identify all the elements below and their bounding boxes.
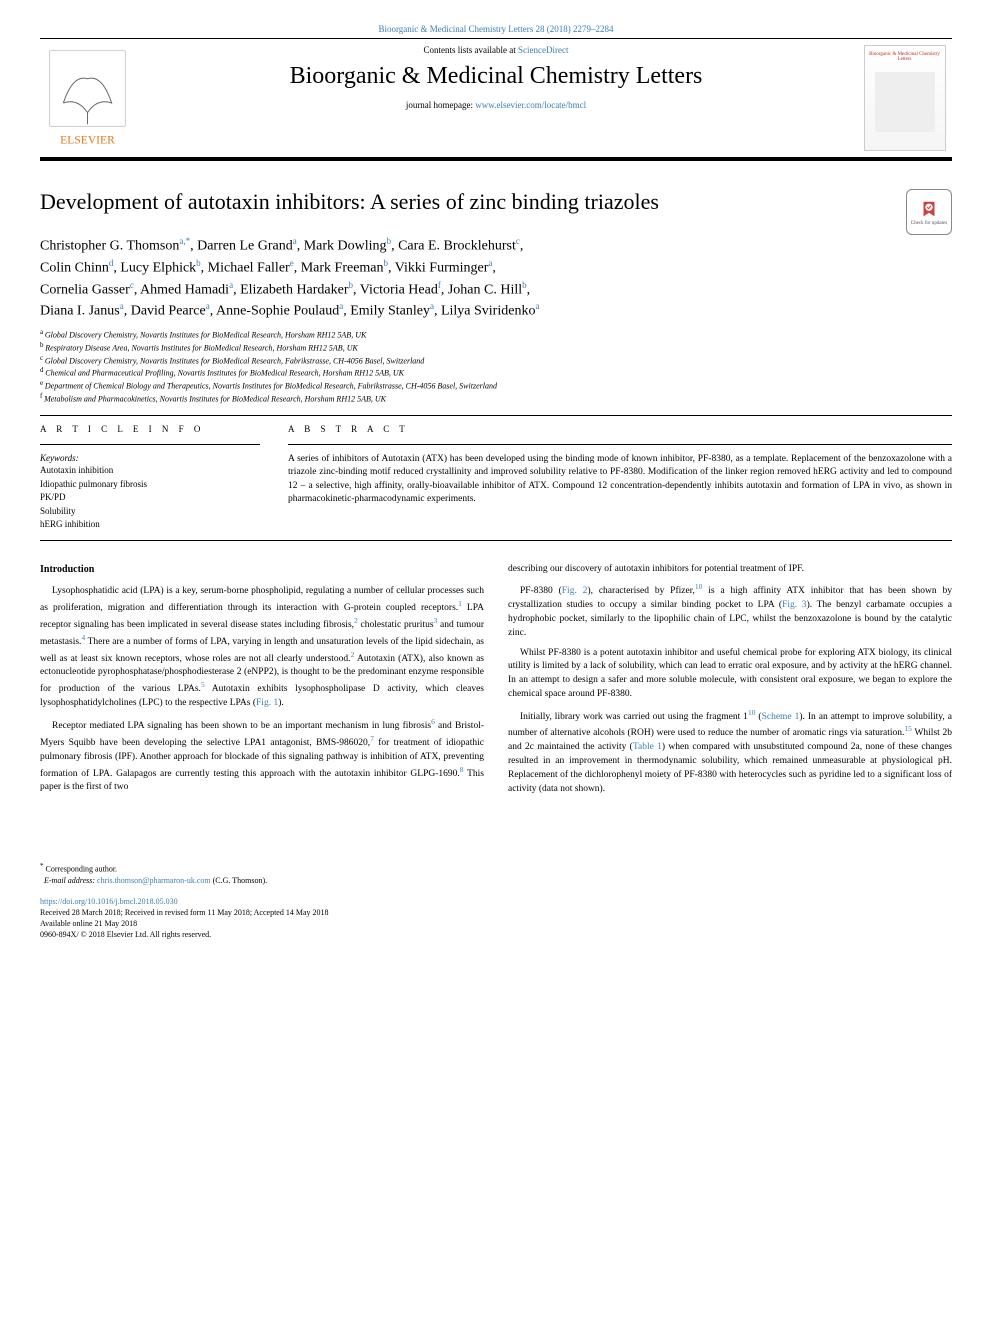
header-center: Contents lists available at ScienceDirec…: [135, 39, 857, 157]
copyright-line: 0960-894X/ © 2018 Elsevier Ltd. All righ…: [40, 929, 952, 940]
keywords-label: Keywords:: [40, 453, 260, 463]
divider: [40, 415, 952, 416]
header-right: Bioorganic & Medicinal Chemistry Letters: [857, 39, 952, 157]
footer: * Corresponding author. E-mail address: …: [40, 862, 952, 941]
journal-name: Bioorganic & Medicinal Chemistry Letters: [143, 63, 849, 90]
available-line: Available online 21 May 2018: [40, 918, 952, 929]
divider: [40, 540, 952, 541]
journal-header: ELSEVIER Contents lists available at Sci…: [40, 38, 952, 161]
abstract-head: A B S T R A C T: [288, 424, 952, 434]
sciencedirect-link[interactable]: ScienceDirect: [518, 45, 568, 55]
body-columns: Introduction Lysophosphatidic acid (LPA)…: [40, 563, 952, 802]
updates-label: Check for updates: [911, 221, 947, 226]
authors-block: Christopher G. Thomsona,*, Darren Le Gra…: [40, 235, 952, 322]
cover-thumb-image: [875, 72, 935, 132]
contents-line: Contents lists available at ScienceDirec…: [143, 45, 849, 55]
received-line: Received 28 March 2018; Received in revi…: [40, 907, 952, 918]
elsevier-text: ELSEVIER: [60, 134, 115, 147]
bookmark-check-icon: [918, 199, 940, 221]
cover-thumb-title: Bioorganic & Medicinal Chemistry Letters: [865, 52, 945, 62]
keywords-list: Autotaxin inhibitionIdiopathic pulmonary…: [40, 464, 260, 532]
elsevier-logo-icon: ELSEVIER: [44, 45, 131, 151]
corr-text: Corresponding author.: [44, 865, 118, 874]
paper-title: Development of autotaxin inhibitors: A s…: [40, 189, 659, 215]
check-updates-badge[interactable]: Check for updates: [906, 189, 952, 235]
journal-cover-thumb: Bioorganic & Medicinal Chemistry Letters: [864, 45, 946, 151]
article-info-head: A R T I C L E I N F O: [40, 424, 260, 434]
corresponding-note: * Corresponding author.: [40, 862, 952, 875]
affiliations-block: a Global Discovery Chemistry, Novartis I…: [40, 328, 952, 405]
contents-prefix: Contents lists available at: [424, 45, 518, 55]
email-suffix: (C.G. Thomson).: [211, 876, 268, 885]
abstract-text: A series of inhibitors of Autotaxin (ATX…: [288, 453, 952, 506]
email-line: E-mail address: chris.thomson@pharmaron-…: [40, 875, 952, 886]
citation-line: Bioorganic & Medicinal Chemistry Letters…: [40, 24, 952, 34]
intro-heading: Introduction: [40, 563, 484, 578]
email-link[interactable]: chris.thomson@pharmaron-uk.com: [97, 876, 211, 885]
doi-link[interactable]: https://doi.org/10.1016/j.bmcl.2018.05.0…: [40, 896, 952, 907]
homepage-line: journal homepage: www.elsevier.com/locat…: [143, 100, 849, 110]
divider: [40, 444, 260, 445]
publisher-logo: ELSEVIER: [40, 39, 135, 157]
divider: [288, 444, 952, 445]
homepage-link[interactable]: www.elsevier.com/locate/bmcl: [475, 100, 586, 110]
email-label: E-mail address:: [44, 876, 97, 885]
homepage-prefix: journal homepage:: [406, 100, 475, 110]
